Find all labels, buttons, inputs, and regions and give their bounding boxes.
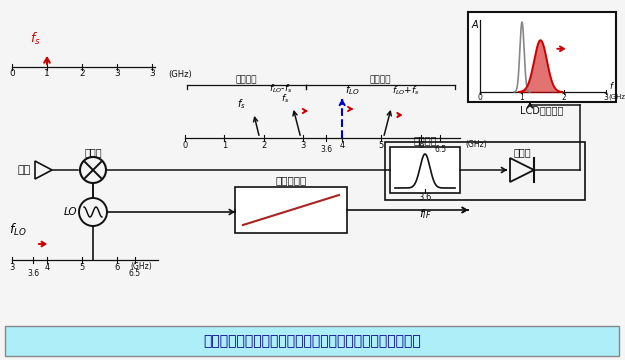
Text: 中频滤波: 中频滤波 [413, 135, 437, 145]
Text: 扫描控制器: 扫描控制器 [276, 175, 307, 185]
Text: A: A [471, 20, 478, 30]
Text: $f_{LO}$: $f_{LO}$ [9, 222, 27, 238]
Text: 1: 1 [222, 140, 227, 149]
Text: 混频器: 混频器 [84, 147, 102, 157]
Text: 2: 2 [261, 140, 266, 149]
Text: 5: 5 [379, 140, 384, 149]
Bar [468, 12, 616, 102]
Text: 3.6: 3.6 [27, 269, 39, 278]
Text: $f_s$: $f_s$ [281, 93, 289, 105]
Text: 4: 4 [44, 262, 49, 271]
Bar [5, 326, 619, 356]
Text: $f_{LO}$+$f_s$: $f_{LO}$+$f_s$ [391, 85, 419, 97]
Text: 6: 6 [114, 262, 120, 271]
Text: 3: 3 [300, 140, 306, 149]
Text: 检波器: 检波器 [513, 147, 531, 157]
Text: 4: 4 [339, 140, 345, 149]
Bar [390, 147, 460, 193]
Text: $f_s$: $f_s$ [29, 31, 41, 47]
Text: 1: 1 [44, 69, 50, 78]
Text: 2: 2 [562, 93, 566, 102]
Bar [235, 187, 347, 233]
Text: 信号范围: 信号范围 [235, 76, 257, 85]
Text: LCD屏幕显示: LCD屏幕显示 [520, 105, 564, 115]
Text: 单点频信号在频谱上测试显示结果为中频滤波器的频响形状: 单点频信号在频谱上测试显示结果为中频滤波器的频响形状 [203, 334, 421, 348]
Text: 3.6: 3.6 [418, 194, 432, 202]
Text: 输入: 输入 [18, 165, 31, 175]
Text: 0: 0 [9, 69, 15, 78]
Text: 6.5: 6.5 [434, 145, 446, 154]
Text: $f_s$: $f_s$ [237, 97, 246, 111]
Text: $f_{IF}$: $f_{IF}$ [419, 207, 431, 221]
Text: (GHz): (GHz) [465, 140, 487, 149]
Text: 3: 3 [114, 69, 120, 78]
Text: 1: 1 [519, 93, 524, 102]
Text: 6.5: 6.5 [129, 269, 141, 278]
Text: $f_{LO}$: $f_{LO}$ [345, 83, 360, 97]
Text: 0: 0 [478, 93, 482, 102]
Text: 6: 6 [418, 140, 423, 149]
Text: 本振范围: 本振范围 [369, 76, 391, 85]
Text: 5: 5 [79, 262, 84, 271]
Text: 3: 3 [604, 93, 609, 102]
Text: (GHz): (GHz) [130, 262, 152, 271]
Text: 0: 0 [182, 140, 188, 149]
Text: f: f [609, 82, 612, 91]
Text: 2: 2 [79, 69, 85, 78]
Text: (GHz): (GHz) [608, 94, 625, 100]
Text: 3.6: 3.6 [321, 145, 332, 154]
Text: LO: LO [64, 207, 77, 217]
Text: $f_{LO}$-$f_s$: $f_{LO}$-$f_s$ [269, 82, 292, 95]
Text: 3: 3 [149, 69, 155, 78]
Text: 3: 3 [9, 262, 15, 271]
Bar [385, 142, 585, 200]
Text: (GHz): (GHz) [168, 69, 192, 78]
